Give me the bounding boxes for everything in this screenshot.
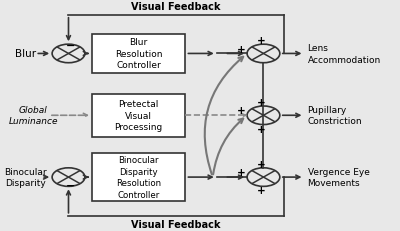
Text: Binocular
Disparity
Resolution
Controller: Binocular Disparity Resolution Controlle…: [116, 156, 161, 199]
Text: +: +: [257, 159, 266, 169]
FancyBboxPatch shape: [92, 154, 186, 201]
Text: +: +: [257, 185, 266, 195]
Text: +: +: [257, 98, 266, 108]
Text: Vergence Eye
Movements: Vergence Eye Movements: [308, 167, 369, 188]
FancyArrowPatch shape: [205, 58, 243, 175]
Text: +: +: [257, 36, 266, 46]
Text: Global
Luminance: Global Luminance: [9, 106, 58, 126]
Text: +: +: [237, 167, 246, 177]
Text: −: −: [66, 180, 75, 190]
FancyBboxPatch shape: [92, 35, 186, 73]
Text: +: +: [257, 124, 266, 134]
Text: +: +: [237, 44, 246, 54]
Text: Binocular
Disparity: Binocular Disparity: [4, 167, 47, 188]
FancyArrowPatch shape: [213, 119, 243, 175]
Text: Pupillary
Constriction: Pupillary Constriction: [308, 106, 362, 126]
Text: −: −: [66, 41, 75, 51]
Text: Visual Feedback: Visual Feedback: [131, 2, 221, 12]
Text: Pretectal
Visual
Processing: Pretectal Visual Processing: [114, 100, 163, 132]
Text: +: +: [237, 106, 246, 116]
Text: Blur
Resolution
Controller: Blur Resolution Controller: [115, 38, 162, 70]
Text: Blur: Blur: [15, 49, 36, 59]
FancyBboxPatch shape: [92, 94, 186, 137]
Text: Visual Feedback: Visual Feedback: [131, 219, 221, 229]
Text: Lens
Accommodation: Lens Accommodation: [308, 44, 381, 64]
